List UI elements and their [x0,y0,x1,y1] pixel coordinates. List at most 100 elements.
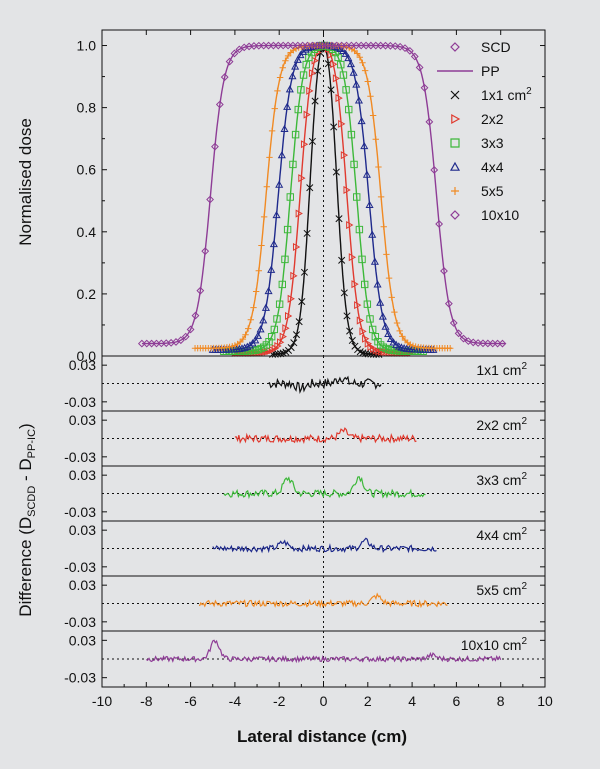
legend-marker-square [450,138,460,148]
scd-point-10x10 [401,44,409,53]
scd-point-5x5 [385,274,393,282]
scd-point-5x5 [372,136,379,143]
difference-series [198,592,448,609]
difference-panel-6: 0.03 -0.03 10x10 cm2 [64,630,546,688]
scd-point-2x2 [330,60,338,69]
difference-y-axis-label: Difference (DSCDD - DPP-IC) [16,423,38,616]
scd-point-3x3 [368,325,377,334]
scd-point-1x1 [327,86,335,94]
x-tick-label: -2 [273,693,286,709]
legend-label: 4x4 [481,159,504,175]
series-5x5 [191,42,454,352]
scd-point-1x1 [346,327,354,335]
scd-point-1x1 [308,137,316,145]
scd-point-4x4 [346,59,356,68]
scd-point-4x4 [237,344,247,352]
scd-point-10x10 [420,83,429,92]
scd-point-2x2 [306,86,314,95]
scd-point-4x4 [261,303,270,311]
scd-point-10x10 [220,73,229,81]
scd-point-4x4 [243,342,252,350]
y-tick-label: 0.03 [69,632,96,648]
scd-point-10x10 [464,337,473,346]
y-tick-label: 0.4 [77,224,97,240]
y-tick-label: 0.2 [77,286,97,302]
difference-panel-label-superscript: 2 [521,361,527,372]
difference-panel-label-superscript: 2 [521,416,527,427]
scd-point-2x2 [340,151,349,160]
scd-point-3x3 [366,315,374,323]
scd-point-3x3 [379,343,388,351]
scd-point-10x10 [415,63,424,72]
scd-point-3x3 [275,300,284,308]
scd-point-5x5 [226,343,233,351]
scd-point-10x10 [381,41,390,50]
scd-point-3x3 [286,193,294,201]
scd-point-4x4 [299,47,308,55]
diff-ylabel-mid: - D [16,458,35,485]
scd-point-10x10 [479,339,487,348]
scd-point-4x4 [259,316,268,324]
scd-point-2x2 [338,119,346,128]
scd-point-5x5 [359,59,366,66]
scd-point-10x10 [191,311,200,320]
scd-point-4x4 [245,341,255,349]
legend-marker-diamond [450,42,460,52]
scd-point-3x3 [358,255,366,264]
difference-panel-label-superscript: 2 [521,581,527,592]
scd-point-5x5 [237,338,244,346]
scd-point-2x2 [303,110,311,119]
scd-point-4x4 [370,257,379,265]
scd-point-5x5 [407,341,414,348]
scd-point-5x5 [271,105,278,112]
scd-point-1x1 [295,318,303,326]
scd-point-5x5 [409,342,417,349]
scd-point-2x2 [335,94,343,103]
scd-point-5x5 [353,50,361,57]
scd-point-5x5 [364,78,371,85]
x-axis-label: Lateral distance (cm) [237,727,407,746]
scd-point-3x3 [339,71,348,79]
scd-point-1x1 [290,339,298,347]
scd-point-5x5 [356,54,364,61]
scd-point-4x4 [381,322,390,330]
legend-label: 3x3 [481,135,504,151]
scd-point-4x4 [344,53,353,62]
x-tick-label: 8 [497,693,505,709]
series-10x10 [137,41,507,348]
x-tick-label: -10 [92,693,112,709]
scd-point-3x3 [294,105,302,114]
scd-point-4x4 [264,286,273,295]
scd-point-10x10 [215,100,224,109]
scd-point-2x2 [282,324,290,333]
scd-point-10x10 [225,57,234,66]
scd-point-5x5 [282,57,289,64]
scd-point-5x5 [369,112,377,119]
scd-point-4x4 [389,338,398,346]
scd-point-5x5 [399,333,406,340]
legend-marker-triangle-right [451,113,461,125]
scd-point-4x4 [256,325,265,333]
legend: SCD PP 1x1 cm2 2x2 3x3 4x4 5x5 10x10 [437,39,532,223]
y-tick-label: 0.03 [69,522,96,538]
scd-point-1x1 [303,229,311,237]
scd-point-3x3 [345,105,353,114]
scd-point-3x3 [273,315,281,323]
x-tick-label: 4 [408,693,416,709]
scd-point-3x3 [254,345,263,354]
difference-panel-2: 0.03 -0.03 2x2 cm2 [64,410,546,467]
legend-label: 2x2 [481,111,504,127]
y-tick-label: -0.03 [64,614,96,630]
y-tick-label: 0.03 [69,467,96,483]
scd-point-4x4 [291,62,300,70]
diff-ylabel-end: ) [16,423,35,429]
series-2x2 [231,41,415,357]
scd-point-1x1 [306,184,314,192]
scd-point-3x3 [337,60,345,69]
scd-point-3x3 [374,337,382,346]
scd-point-5x5 [367,93,374,100]
legend-label: SCD [481,39,511,55]
scd-point-2x2 [290,271,298,280]
scd-point-3x3 [291,130,300,139]
